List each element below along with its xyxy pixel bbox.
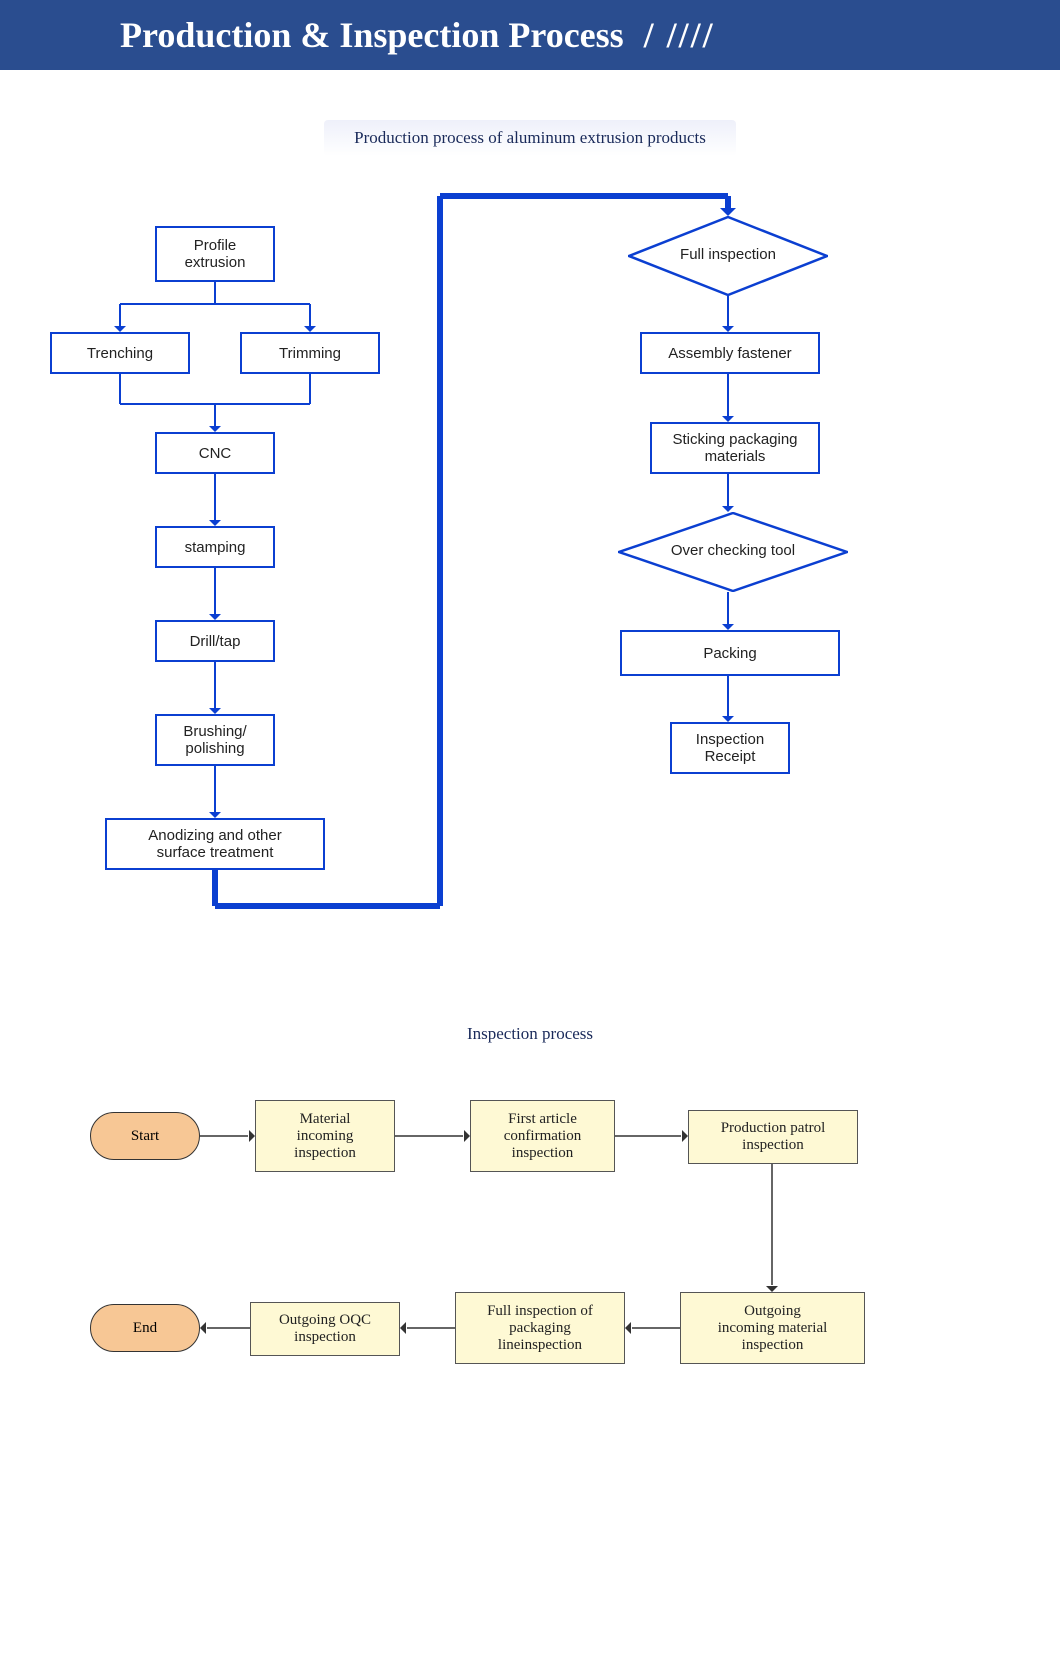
- node-stamping: stamping: [155, 526, 275, 568]
- production-flowchart: Profile extrusion Trenching Trimming CNC sta…: [0, 186, 1060, 976]
- node-receipt: Inspection Receipt: [670, 722, 790, 774]
- node-packing: Packing: [620, 630, 840, 676]
- node-cnc: CNC: [155, 432, 275, 474]
- insp-node-material: Material incoming inspection: [255, 1100, 395, 1172]
- insp-node-end: End: [90, 1304, 200, 1352]
- page-header: Production & Inspection Process / ////: [0, 0, 1060, 70]
- insp-node-fullpack: Full inspection of packaging lineinspect…: [455, 1292, 625, 1364]
- header-title: Production & Inspection Process: [120, 14, 624, 56]
- inspection-subtitle: Inspection process: [437, 1016, 623, 1052]
- insp-node-start: Start: [90, 1112, 200, 1160]
- insp-node-outgoingmat: Outgoing incoming material inspection: [680, 1292, 865, 1364]
- node-assembly: Assembly fastener: [640, 332, 820, 374]
- insp-node-patrol: Production patrol inspection: [688, 1110, 858, 1164]
- node-fullinsp: Full inspection: [628, 216, 828, 296]
- node-brushing: Brushing/ polishing: [155, 714, 275, 766]
- inspection-flowchart: Start Material incoming inspection First a…: [0, 1082, 1060, 1462]
- production-subtitle: Production process of aluminum extrusion…: [324, 120, 736, 156]
- node-overcheck: Over checking tool: [618, 512, 848, 592]
- header-slashes: / ////: [644, 14, 715, 56]
- insp-node-oqc: Outgoing OQC inspection: [250, 1302, 400, 1356]
- node-sticking: Sticking packaging materials: [650, 422, 820, 474]
- node-trimming: Trimming: [240, 332, 380, 374]
- node-drilltap: Drill/tap: [155, 620, 275, 662]
- node-profile: Profile extrusion: [155, 226, 275, 282]
- node-trenching: Trenching: [50, 332, 190, 374]
- insp-node-first: First article confirmation inspection: [470, 1100, 615, 1172]
- node-anodizing: Anodizing and other surface treatment: [105, 818, 325, 870]
